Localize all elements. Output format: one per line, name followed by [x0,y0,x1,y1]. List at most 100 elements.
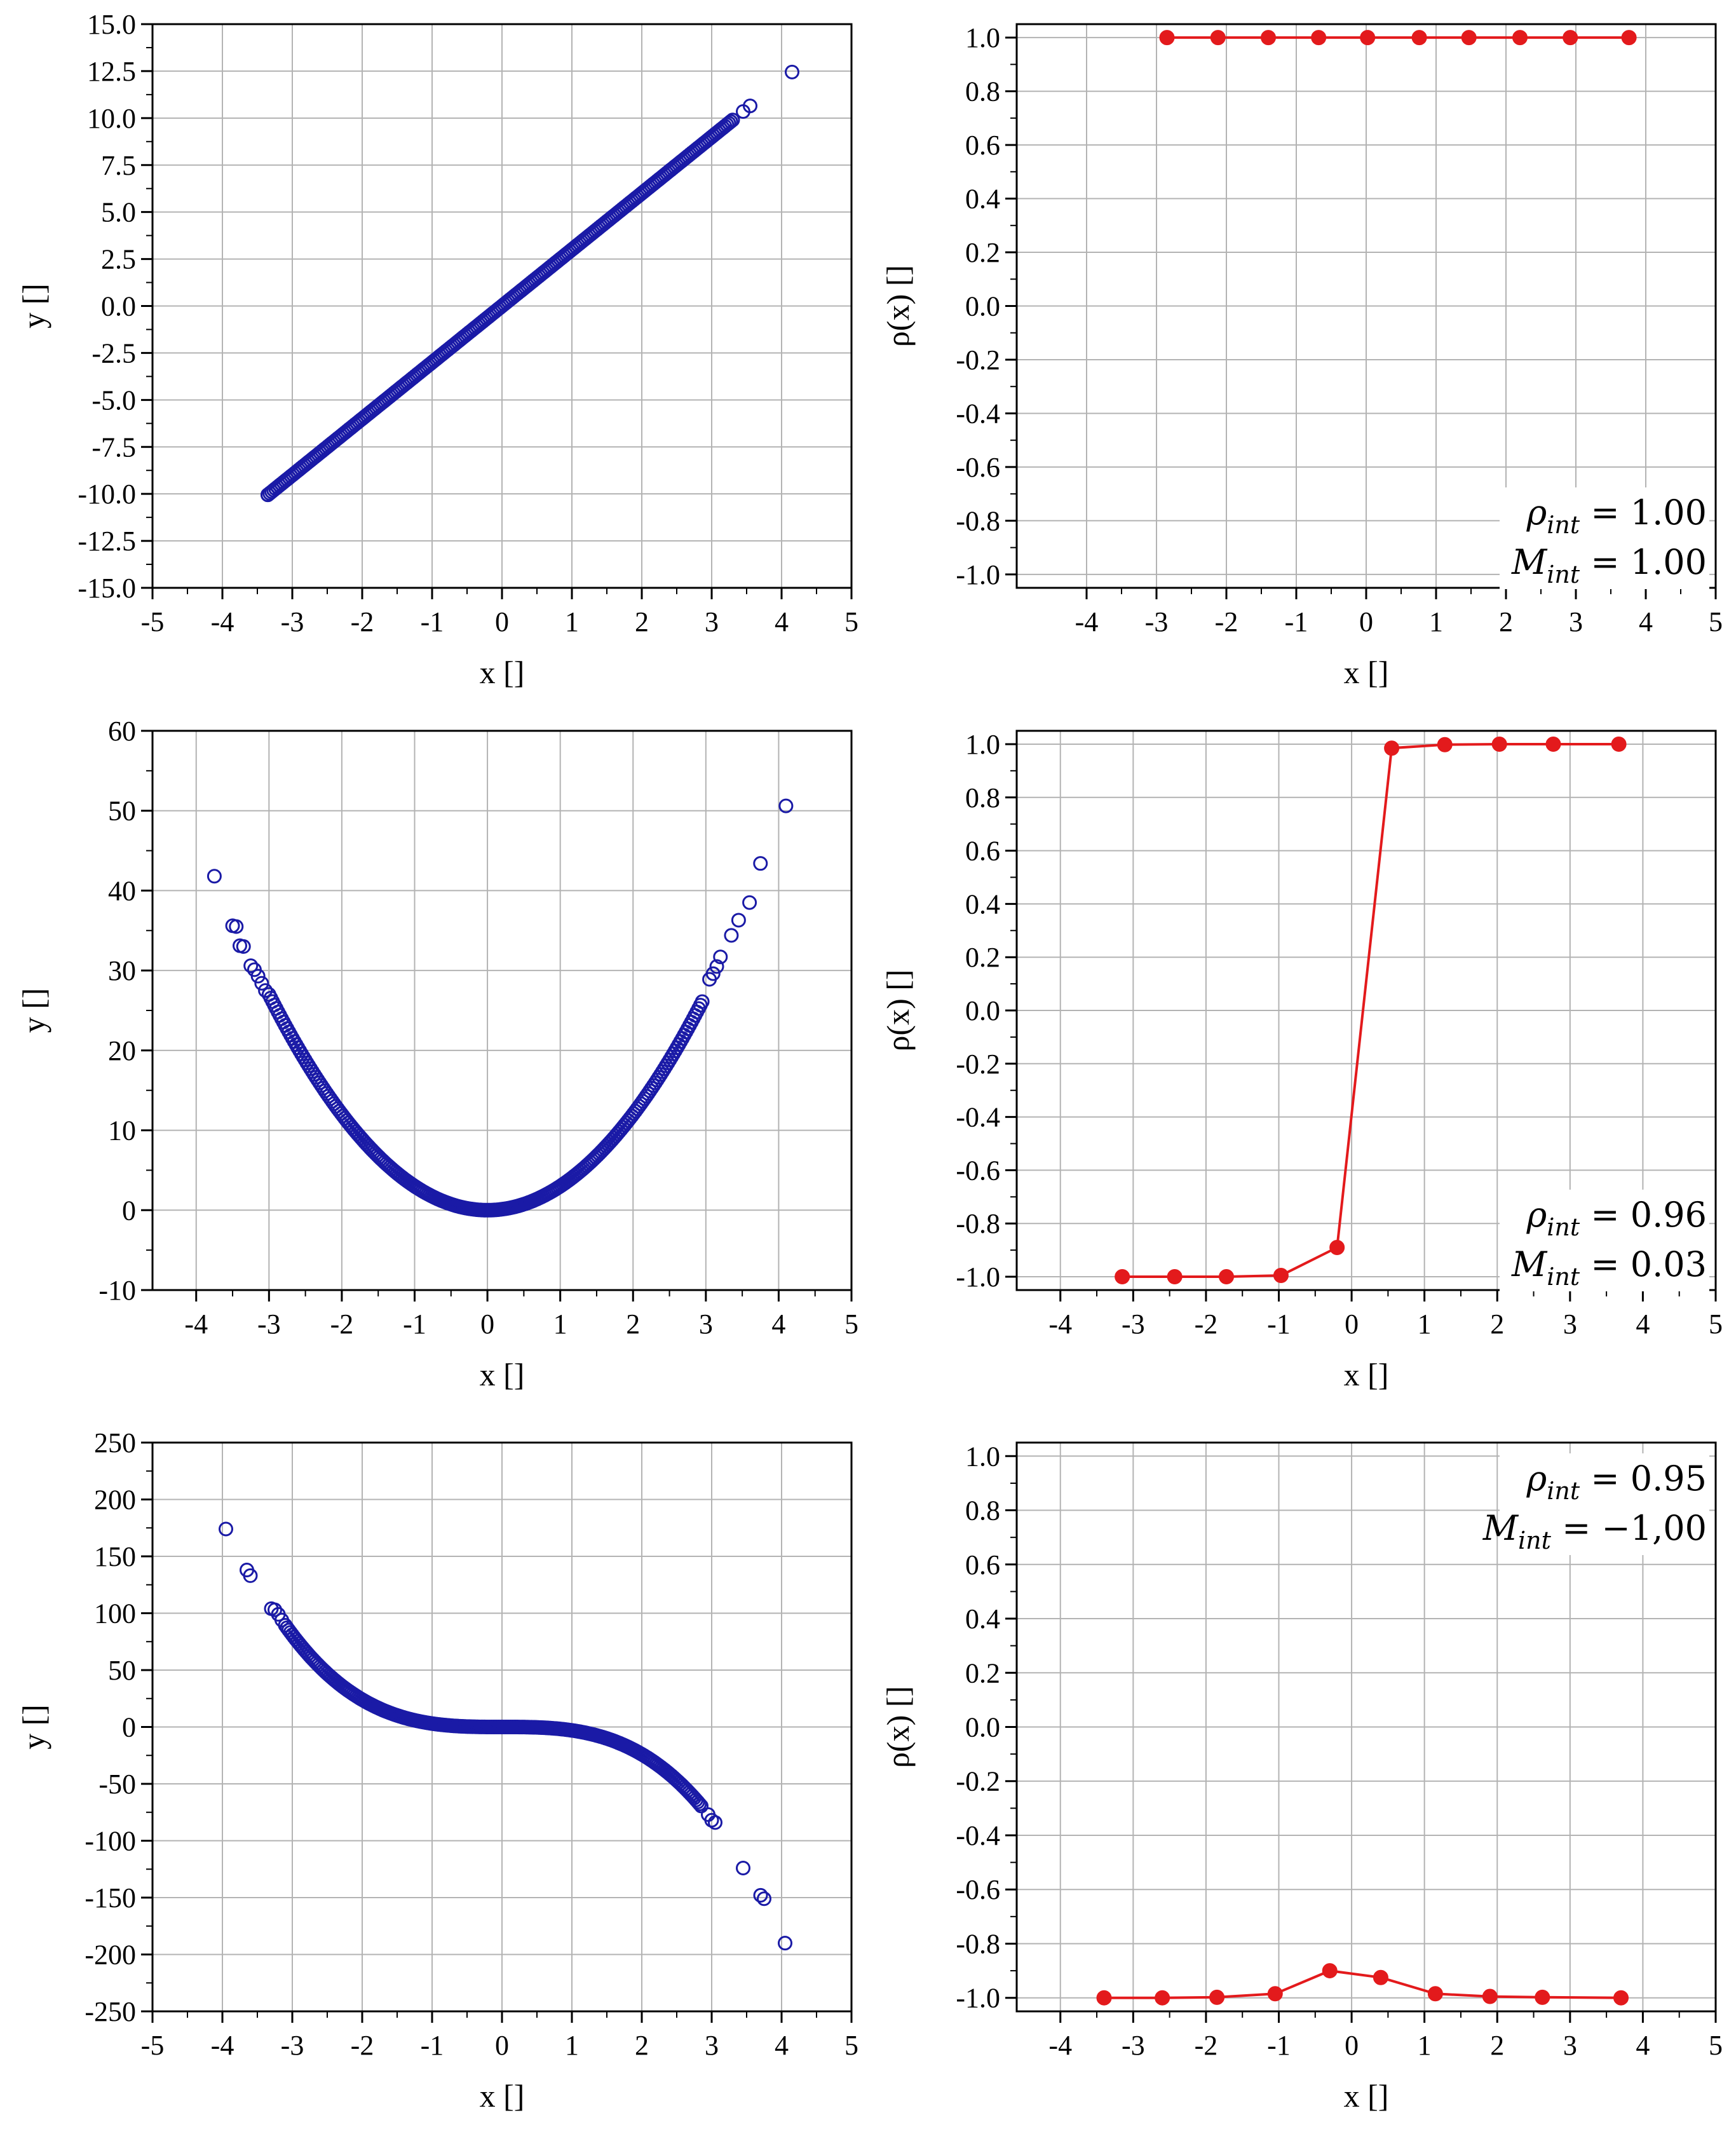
x-tick-label: 3 [1563,2030,1577,2061]
data-point [1512,30,1528,46]
data-point [731,913,746,928]
x-tick-label: -3 [281,606,304,637]
data-point [1210,30,1226,46]
x-tick-label: 5 [844,1308,858,1340]
data-point [1096,1990,1112,2006]
y-tick-label: 1.0 [965,22,1000,53]
x-axis-label: x [] [480,1357,525,1392]
data-layer [219,1521,792,1951]
data-point [1461,30,1477,46]
x-tick-label: -2 [330,1308,354,1340]
x-tick-label: -1 [421,606,444,637]
y-tick-label: 10.0 [87,103,136,134]
y-tick-label: 30 [108,955,136,986]
panel-scatter-linear: -5 -4 -3 -2 -1 0 1 2 3 4 5 -15.0 -12.5 -10.0 -7.5 -5.0 -… [16,9,858,690]
data-point [736,1860,750,1875]
y-tick-label: -1.0 [956,559,1000,590]
data-point [704,1812,719,1828]
x-tick-label: 0 [495,606,509,637]
x-tick-label: -3 [257,1308,281,1340]
x-tick-label: 3 [1569,606,1583,637]
y-tick-label: 1.0 [965,1441,1000,1472]
y-tick-label: 15.0 [87,9,136,40]
annotation-rho: ρint = 0.95 [1526,1458,1707,1505]
annotation-m-subscript: int [1518,1526,1552,1554]
y-tick-label: 0 [122,1195,136,1226]
y-tick-label: -0.4 [956,1102,1000,1133]
data-layer [1159,30,1637,46]
x-tick-label: 1 [1418,1308,1432,1340]
data-point [1563,30,1578,46]
data-point [695,994,710,1009]
data-point [705,966,721,981]
y-tick-label: 0.4 [965,888,1000,920]
annotation-m-symbol: M [1511,542,1548,582]
data-point [690,1794,705,1809]
data-point [1155,1990,1170,2006]
y-tick-label: 5.0 [101,197,136,228]
annotation-box [1500,1190,1709,1291]
data-point [724,928,739,943]
data-point [1621,30,1637,46]
x-tick-label: -2 [1195,1308,1218,1340]
x-tick-label: 5 [844,606,858,637]
data-point [1411,30,1427,46]
data-point [207,869,222,884]
x-tick-label: 2 [1490,1308,1504,1340]
y-tick-label: 150 [94,1541,136,1572]
data-point [753,856,768,871]
data-point [275,1612,289,1628]
annotation-box [1500,487,1709,589]
annotation-rho-subscript: int [1547,1477,1580,1505]
x-tick-label: -3 [1145,606,1169,637]
data-point [725,112,740,128]
data-point [1267,1986,1283,2002]
x-tick-label: 1 [1429,606,1443,637]
x-tick-label: -2 [1195,2030,1218,2061]
y-tick-label: -10 [98,1275,136,1306]
x-tick-label: -2 [351,2030,374,2061]
data-point [261,487,275,503]
x-tick-label: 0 [480,1308,494,1340]
y-tick-label: -0.6 [956,1155,1000,1186]
x-tick-label: 0 [1345,2030,1359,2061]
data-point [1261,30,1276,46]
y-tick-label: -0.6 [956,452,1000,483]
data-point [1545,736,1561,752]
data-point [785,64,799,79]
annotation-m-subscript: int [1547,561,1580,588]
x-tick-label: 4 [775,606,789,637]
y-tick-label: 0.8 [965,1495,1000,1526]
data-point [1384,740,1400,756]
x-tick-label: -4 [1075,606,1099,637]
y-tick-label: 0.0 [965,291,1000,322]
data-point [1311,30,1327,46]
x-tick-label: 4 [1639,606,1653,637]
y-tick-label: -2.5 [92,337,136,369]
y-tick-label: -0.2 [956,1049,1000,1080]
y-tick-label: -100 [85,1826,136,1857]
y-tick-label: -0.4 [956,1820,1000,1851]
x-axis-label: x [] [1344,1357,1389,1392]
x-tick-label: 5 [1709,1308,1723,1340]
data-point [236,939,251,954]
x-tick-label: -3 [1122,2030,1145,2061]
data-point [1360,30,1376,46]
data-point [250,969,266,984]
data-point [1373,1969,1388,1985]
x-tick-label: -2 [351,606,374,637]
annotation-rho: ρint = 1.00 [1526,493,1707,539]
y-tick-label: -0.8 [956,505,1000,536]
y-axis-label: ρ(x) [] [880,969,916,1051]
annotation-rho-symbol: ρ [1526,493,1547,533]
x-tick-label: 3 [1563,1308,1577,1340]
x-tick-label: -3 [1122,1308,1145,1340]
y-tick-label: 40 [108,875,136,906]
y-tick-label: 0.4 [965,1603,1000,1635]
y-tick-label: 0.4 [965,184,1000,215]
y-tick-label: -0.2 [956,344,1000,376]
x-tick-label: 2 [1490,2030,1504,2061]
x-tick-label: -3 [281,2030,304,2061]
y-tick-label: 2.5 [101,244,136,275]
x-tick-label: -4 [184,1308,208,1340]
